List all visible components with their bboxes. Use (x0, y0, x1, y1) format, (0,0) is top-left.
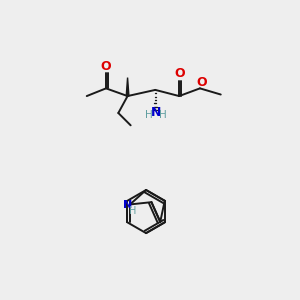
Text: H: H (145, 110, 153, 120)
Text: H: H (159, 110, 167, 120)
Text: N: N (151, 106, 161, 119)
Polygon shape (126, 78, 129, 96)
Text: O: O (175, 67, 185, 80)
Text: O: O (100, 59, 111, 73)
Text: H: H (129, 206, 137, 216)
Text: N: N (123, 200, 132, 210)
Text: O: O (196, 76, 207, 89)
